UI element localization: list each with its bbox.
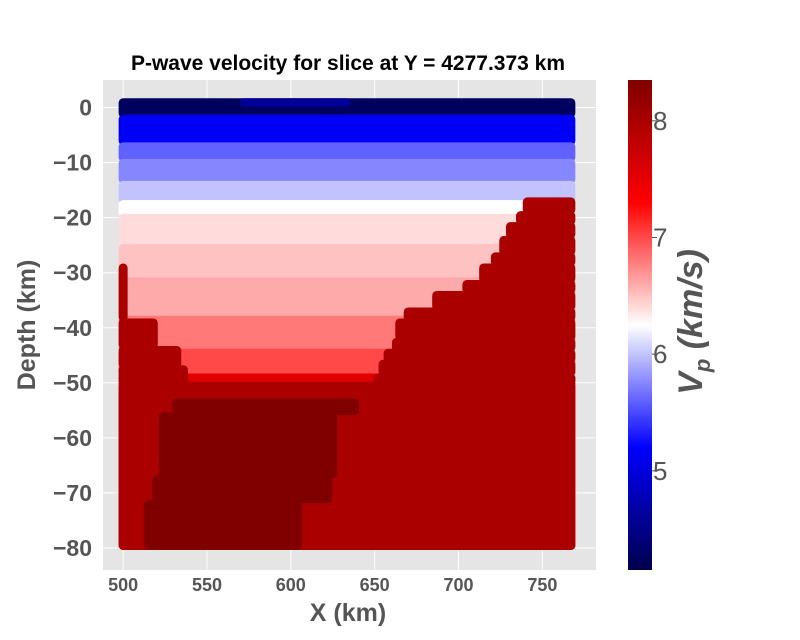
colorbar-label-main: V bbox=[672, 369, 710, 395]
colorbar-tick-label: 7 bbox=[653, 223, 667, 253]
colorbar bbox=[628, 80, 652, 570]
y-tick-label: −70 bbox=[53, 480, 92, 506]
y-tick-label: −60 bbox=[53, 425, 92, 451]
deep-block-step bbox=[158, 412, 338, 479]
mantle-right-step bbox=[395, 318, 576, 341]
chart-title: P-wave velocity for slice at Y = 4277.37… bbox=[131, 52, 565, 75]
mantle-right-step bbox=[378, 359, 576, 377]
x-tick-label: 750 bbox=[527, 575, 557, 595]
x-tick-label: 500 bbox=[108, 575, 138, 595]
velocity-layer-band bbox=[118, 114, 576, 146]
velocity-layer-band bbox=[118, 180, 576, 204]
mantle-left-step bbox=[118, 346, 182, 369]
mantle-right-step bbox=[499, 235, 576, 256]
surface-patch bbox=[239, 98, 351, 107]
mantle-right-step bbox=[383, 348, 576, 363]
mantle-right-step bbox=[370, 381, 576, 385]
velocity-layer-band bbox=[118, 244, 576, 281]
deep-block-step bbox=[172, 398, 360, 416]
velocity-layer-band bbox=[118, 98, 576, 118]
y-tick-label: 0 bbox=[79, 95, 92, 121]
y-tick-labels: 0 −10 −20 −30 −40 −50 −60 −70 −80 bbox=[53, 95, 92, 561]
colorbar-ticks: 5 6 7 8 bbox=[652, 106, 667, 486]
colorbar-label-sub: p bbox=[690, 359, 715, 373]
colorbar-tick-label: 5 bbox=[653, 456, 667, 486]
x-axis-label: X (km) bbox=[310, 599, 386, 627]
mantle-right-step bbox=[391, 337, 576, 352]
velocity-layer-band bbox=[118, 200, 576, 217]
deep-block-step bbox=[152, 475, 333, 504]
mantle-right-step bbox=[479, 263, 576, 283]
mantle-right-step bbox=[462, 279, 576, 294]
mantle-right-step bbox=[516, 211, 576, 226]
y-tick-label: −80 bbox=[53, 535, 92, 561]
x-tick-label: 700 bbox=[443, 575, 473, 595]
mantle-left-step bbox=[118, 381, 195, 385]
y-tick-label: −50 bbox=[53, 370, 92, 396]
data-marks bbox=[118, 98, 576, 550]
y-tick-label: −40 bbox=[53, 315, 92, 341]
colorbar-label: Vp (km/s) bbox=[672, 249, 715, 395]
x-tick-label: 600 bbox=[276, 575, 306, 595]
y-tick-label: −30 bbox=[53, 260, 92, 286]
colorbar-tick-label: 8 bbox=[653, 106, 667, 136]
y-axis-label: Depth (km) bbox=[13, 260, 41, 391]
mantle-right-step bbox=[403, 307, 576, 322]
y-tick-label: −20 bbox=[53, 205, 92, 231]
mantle-right-step bbox=[490, 252, 576, 267]
mantle-right-step bbox=[505, 222, 576, 239]
x-tick-labels: 500 550 600 650 700 750 bbox=[108, 575, 557, 595]
velocity-layer-band bbox=[118, 142, 576, 162]
velocity-layer-band bbox=[118, 213, 576, 248]
mantle-left-step bbox=[118, 318, 158, 350]
colorbar-tick-label: 6 bbox=[653, 339, 667, 369]
colorbar-label-rest: (km/s) bbox=[672, 249, 710, 359]
y-tick-label: −10 bbox=[53, 150, 92, 176]
velocity-layer-band bbox=[118, 158, 576, 184]
mantle-right-step bbox=[522, 197, 576, 215]
mantle-right-step bbox=[432, 290, 576, 311]
x-tick-label: 650 bbox=[360, 575, 390, 595]
x-tick-label: 550 bbox=[192, 575, 222, 595]
mantle-left-step bbox=[118, 263, 128, 322]
deep-block-step bbox=[143, 500, 303, 550]
mantle-left-step bbox=[118, 365, 188, 385]
